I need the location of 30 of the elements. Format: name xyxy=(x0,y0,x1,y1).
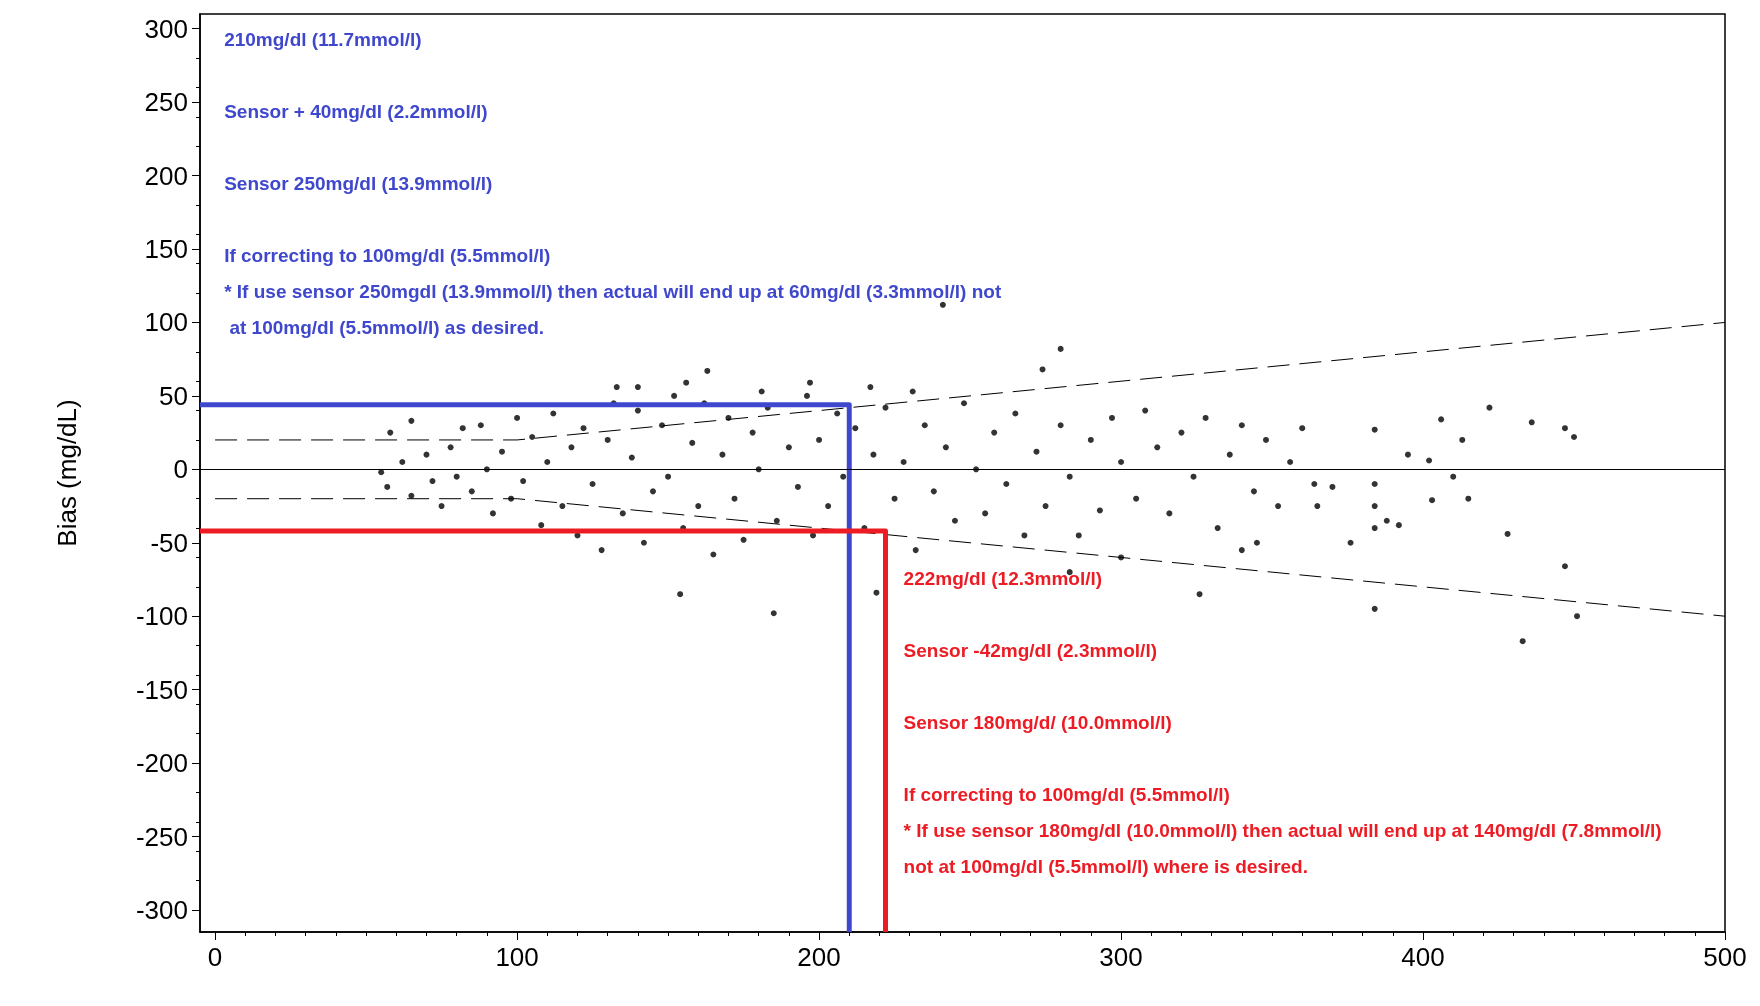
y-tick-label: 50 xyxy=(159,380,188,411)
y-tick-label: -100 xyxy=(135,601,188,632)
y-tick-label: 150 xyxy=(144,234,188,265)
x-tick-label: 500 xyxy=(1703,942,1747,972)
annotation: * If use sensor 250mgdl (13.9mmol/l) then actual will end up at 60mg/dl (3.3mmol/l) not at 100mg/dl (5.5mmol/l) as desired. xyxy=(224,280,1002,338)
annotation: 222mg/dl (12.3mmol/l) xyxy=(903,567,1103,589)
y-tick-label: 0 xyxy=(173,454,188,485)
annotation: Sensor 180mg/d/ (10.0mmol/l) xyxy=(903,711,1172,733)
y-axis-title: Bias (mg/dL) xyxy=(52,399,82,547)
x-tick-label: 400 xyxy=(1401,942,1445,972)
x-tick-label: 0 xyxy=(207,942,223,972)
y-tick-label: -150 xyxy=(135,674,188,705)
y-tick-label: 250 xyxy=(144,87,188,118)
y-tick-label: -200 xyxy=(135,748,188,779)
y-tick-label: 200 xyxy=(144,160,188,191)
annotation: Sensor 250mg/dl (13.9mmol/l) xyxy=(224,172,493,194)
annotation: Sensor + 40mg/dl (2.2mmol/l) xyxy=(224,100,488,122)
annotation: * If use sensor 180mg/dl (10.0mmol/l) then actual will end up at 140mg/dl (7.8mmol/l) not at 100mg/dl (5.5mmol/l) where is desired. xyxy=(903,819,1667,877)
annotation: Sensor -42mg/dl (2.3mmol/l) xyxy=(903,639,1158,661)
y-tick-label: -300 xyxy=(135,894,188,925)
y-tick-label: -50 xyxy=(150,527,188,558)
x-tick-label: 100 xyxy=(495,942,539,972)
annotation: If correcting to 100mg/dl (5.5mmol/l) xyxy=(903,783,1230,805)
x-tick-label: 200 xyxy=(797,942,841,972)
x-tick-label: 300 xyxy=(1099,942,1143,972)
y-tick-label: -250 xyxy=(135,821,188,852)
annotation: If correcting to 100mg/dl (5.5mmol/l) xyxy=(224,244,551,266)
annotation: 210mg/dl (11.7mmol/l) xyxy=(224,28,422,50)
y-tick-label: 300 xyxy=(144,13,188,44)
y-tick-label: 100 xyxy=(144,307,188,338)
